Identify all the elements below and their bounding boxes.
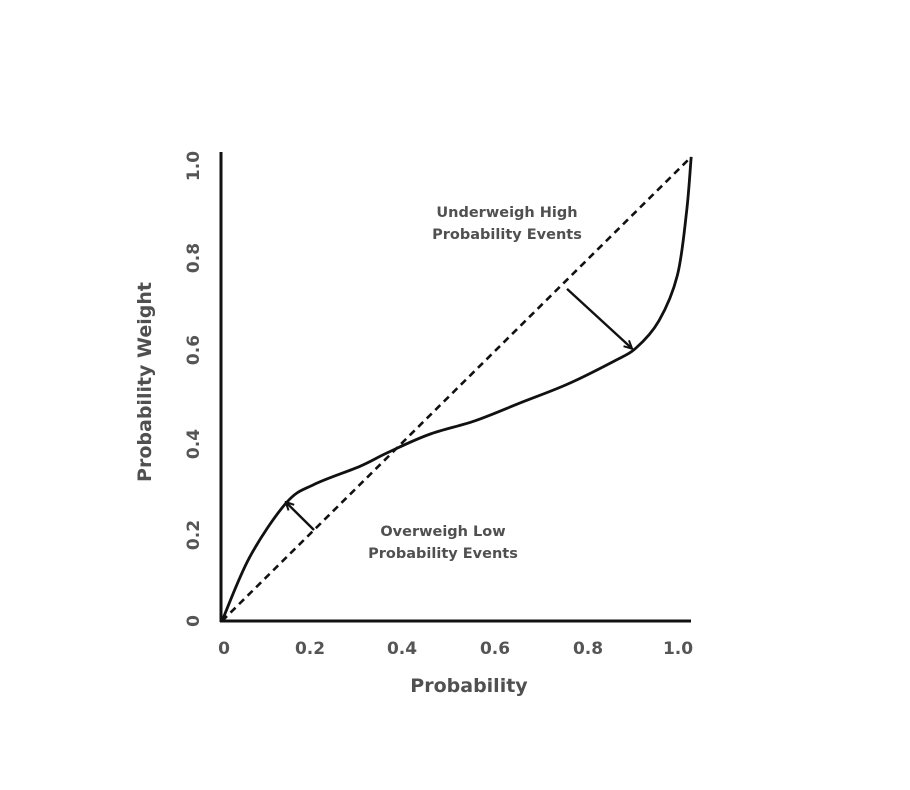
x-axis-title: Probability [410, 675, 528, 697]
annotation-overweigh-line-1: Overweigh Low [380, 524, 505, 540]
y-tick-label: 0.2 [184, 520, 204, 550]
x-tick-label: 0.2 [295, 639, 325, 659]
y-axis-title: Probability Weight [134, 282, 156, 482]
x-tick-label: 0.8 [573, 639, 603, 659]
y-tick-label: 0.8 [184, 243, 204, 273]
y-tick-label: 0.4 [184, 429, 204, 459]
annotation-underweigh-line-1: Underweigh High [436, 205, 577, 221]
annotation-underweigh-line-2: Probability Events [432, 227, 582, 243]
x-tick-label: 0 [218, 639, 230, 659]
chart-marks [220, 155, 693, 622]
annotation-arrow [566, 287, 631, 348]
x-tick-label: 0.6 [480, 639, 510, 659]
y-tick-label: 0.6 [184, 335, 204, 365]
annotation-arrow [286, 503, 315, 531]
y-tick-label: 0 [184, 615, 204, 627]
x-tick-label: 1.0 [663, 639, 693, 659]
annotation-overweigh-line-2: Probability Events [368, 546, 518, 562]
reference-line-dashed [221, 155, 693, 622]
x-tick-label: 0.4 [387, 639, 417, 659]
y-tick-label: 1.0 [184, 151, 204, 181]
weighting-curve [220, 156, 693, 622]
